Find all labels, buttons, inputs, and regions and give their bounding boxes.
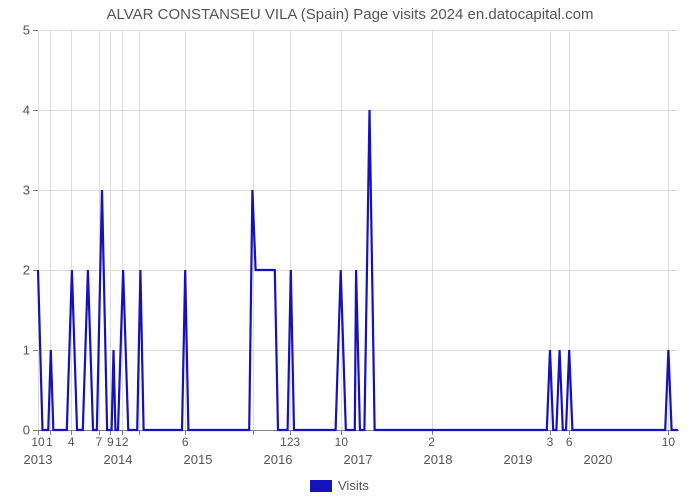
x-top-label: 9 [107,435,114,449]
legend-label: Visits [338,478,369,493]
x-top-label: 10 [662,435,675,449]
x-top-label: 12 [115,435,128,449]
legend: Visits [310,478,369,493]
chart-title: ALVAR CONSTANSEU VILA (Spain) Page visit… [0,6,700,23]
x-top-tick [139,430,140,435]
y-tick-label: 5 [10,23,30,38]
x-top-label: 7 [95,435,102,449]
x-top-label: 10 [335,435,348,449]
x-year-label: 2013 [24,452,53,467]
x-top-label: 6 [566,435,573,449]
x-top-label: 2 [428,435,435,449]
x-year-label: 2015 [184,452,213,467]
x-top-label: 6 [182,435,189,449]
chart-container: ALVAR CONSTANSEU VILA (Spain) Page visit… [0,0,700,500]
x-top-label: 3 [547,435,554,449]
visits-line [38,30,678,430]
legend-swatch [310,480,332,492]
y-tick-label: 4 [10,103,30,118]
x-year-label: 2018 [424,452,453,467]
x-top-tick [253,430,254,435]
x-top-label: 123 [280,435,300,449]
x-year-label: 2020 [584,452,613,467]
y-tick-label: 2 [10,263,30,278]
x-year-label: 2016 [264,452,293,467]
x-year-label: 2017 [344,452,373,467]
y-tick-label: 3 [10,183,30,198]
y-tick-label: 0 [10,423,30,438]
x-year-label: 2014 [104,452,133,467]
x-top-label: 10 [31,435,44,449]
x-year-label: 2019 [504,452,533,467]
y-tick-label: 1 [10,343,30,358]
x-top-label: 4 [68,435,75,449]
x-top-label: 1 [46,435,53,449]
